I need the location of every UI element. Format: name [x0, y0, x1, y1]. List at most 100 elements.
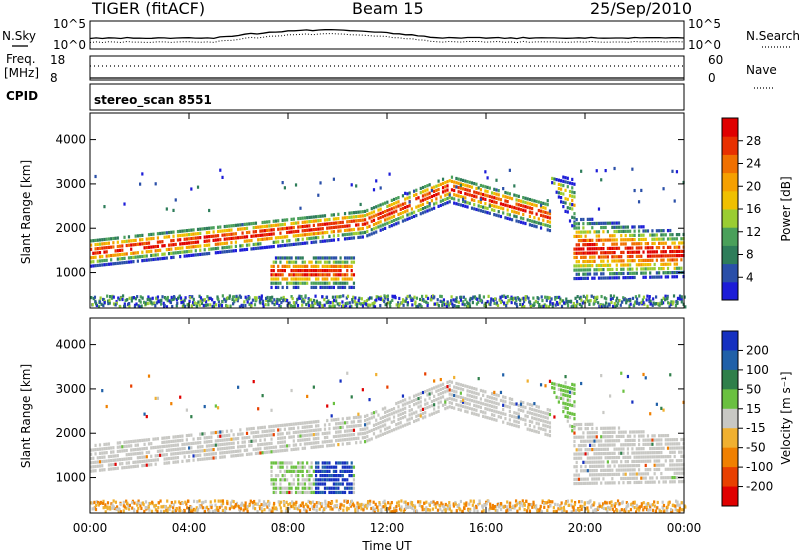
data-cell — [620, 259, 623, 263]
data-cell — [196, 441, 200, 445]
data-cell — [269, 296, 272, 300]
data-cell — [368, 438, 371, 442]
data-cell — [192, 297, 195, 301]
data-cell — [286, 226, 289, 230]
data-cell — [297, 447, 300, 451]
data-cell — [314, 465, 318, 469]
data-cell — [285, 500, 288, 504]
data-cell — [314, 240, 318, 244]
data-cell — [455, 381, 458, 386]
data-cell — [372, 214, 376, 218]
data-cell — [640, 267, 643, 271]
data-cell — [350, 424, 353, 428]
data-cell — [335, 221, 338, 225]
data-cell — [551, 181, 554, 185]
data-cell — [147, 245, 151, 249]
data-cell — [669, 249, 672, 254]
data-cell — [199, 248, 202, 252]
data-cell — [662, 187, 665, 191]
data-cell — [319, 227, 322, 231]
data-cell — [635, 254, 638, 258]
data-cell — [201, 298, 204, 302]
data-cell — [150, 245, 153, 249]
data-cell — [602, 268, 605, 272]
data-cell — [352, 281, 356, 285]
data-cell — [646, 254, 650, 258]
data-cell — [168, 504, 172, 508]
data-cell — [152, 236, 155, 241]
data-cell — [118, 257, 122, 261]
data-cell — [387, 507, 391, 511]
data-cell — [114, 458, 117, 462]
data-cell — [274, 285, 278, 290]
data-cell — [160, 298, 163, 302]
data-cell — [108, 505, 112, 509]
data-cell — [363, 423, 367, 427]
data-cell — [514, 499, 518, 503]
data-cell — [531, 207, 534, 211]
data-cell — [312, 232, 315, 236]
data-cell — [198, 503, 201, 508]
data-cell — [163, 256, 166, 260]
data-cell — [332, 260, 335, 264]
data-cell — [323, 486, 327, 490]
data-cell — [511, 297, 514, 301]
data-cell — [586, 238, 589, 243]
data-cell — [526, 205, 529, 209]
data-cell — [401, 424, 405, 428]
data-cell — [475, 296, 478, 301]
data-cell — [314, 236, 318, 240]
data-cell — [210, 234, 213, 239]
data-cell — [301, 421, 304, 425]
data-cell — [123, 449, 126, 453]
data-cell — [141, 464, 144, 468]
data-cell — [504, 203, 507, 207]
data-cell — [312, 236, 315, 240]
data-cell — [368, 417, 371, 421]
data-cell — [154, 304, 157, 308]
data-cell — [642, 263, 645, 267]
data-cell — [337, 461, 340, 465]
data-cell — [316, 302, 319, 306]
data-cell — [365, 506, 369, 510]
data-cell — [596, 295, 599, 299]
data-cell — [107, 467, 111, 471]
data-cell — [357, 219, 360, 223]
data-cell — [216, 225, 220, 229]
data-cell — [348, 441, 351, 446]
data-cell — [335, 426, 338, 430]
data-cell — [292, 242, 295, 246]
data-cell — [327, 501, 330, 505]
data-cell — [633, 250, 636, 254]
data-cell — [586, 230, 589, 234]
data-cell — [533, 301, 536, 305]
data-cell — [199, 453, 202, 457]
data-cell — [345, 296, 348, 300]
data-cell — [419, 408, 422, 412]
data-cell — [343, 438, 347, 442]
data-cell — [261, 229, 264, 233]
data-cell — [125, 499, 128, 503]
data-cell — [660, 237, 663, 241]
data-cell — [506, 500, 509, 504]
data-cell — [504, 195, 507, 199]
data-cell — [373, 301, 376, 305]
data-cell — [174, 508, 178, 513]
data-cell — [495, 301, 499, 305]
data-cell — [111, 506, 114, 510]
data-cell — [212, 443, 215, 447]
data-cell — [157, 501, 160, 505]
data-cell — [281, 486, 284, 490]
colorbar-segment — [722, 190, 738, 210]
data-cell — [488, 404, 491, 408]
data-cell — [668, 305, 671, 309]
data-cell — [528, 419, 532, 423]
data-cell — [225, 429, 229, 433]
data-cell — [461, 302, 464, 306]
data-cell — [147, 241, 151, 245]
data-cell — [328, 217, 331, 222]
data-cell — [257, 451, 260, 455]
data-cell — [174, 452, 177, 456]
data-cell — [346, 260, 349, 264]
data-cell — [448, 392, 451, 396]
